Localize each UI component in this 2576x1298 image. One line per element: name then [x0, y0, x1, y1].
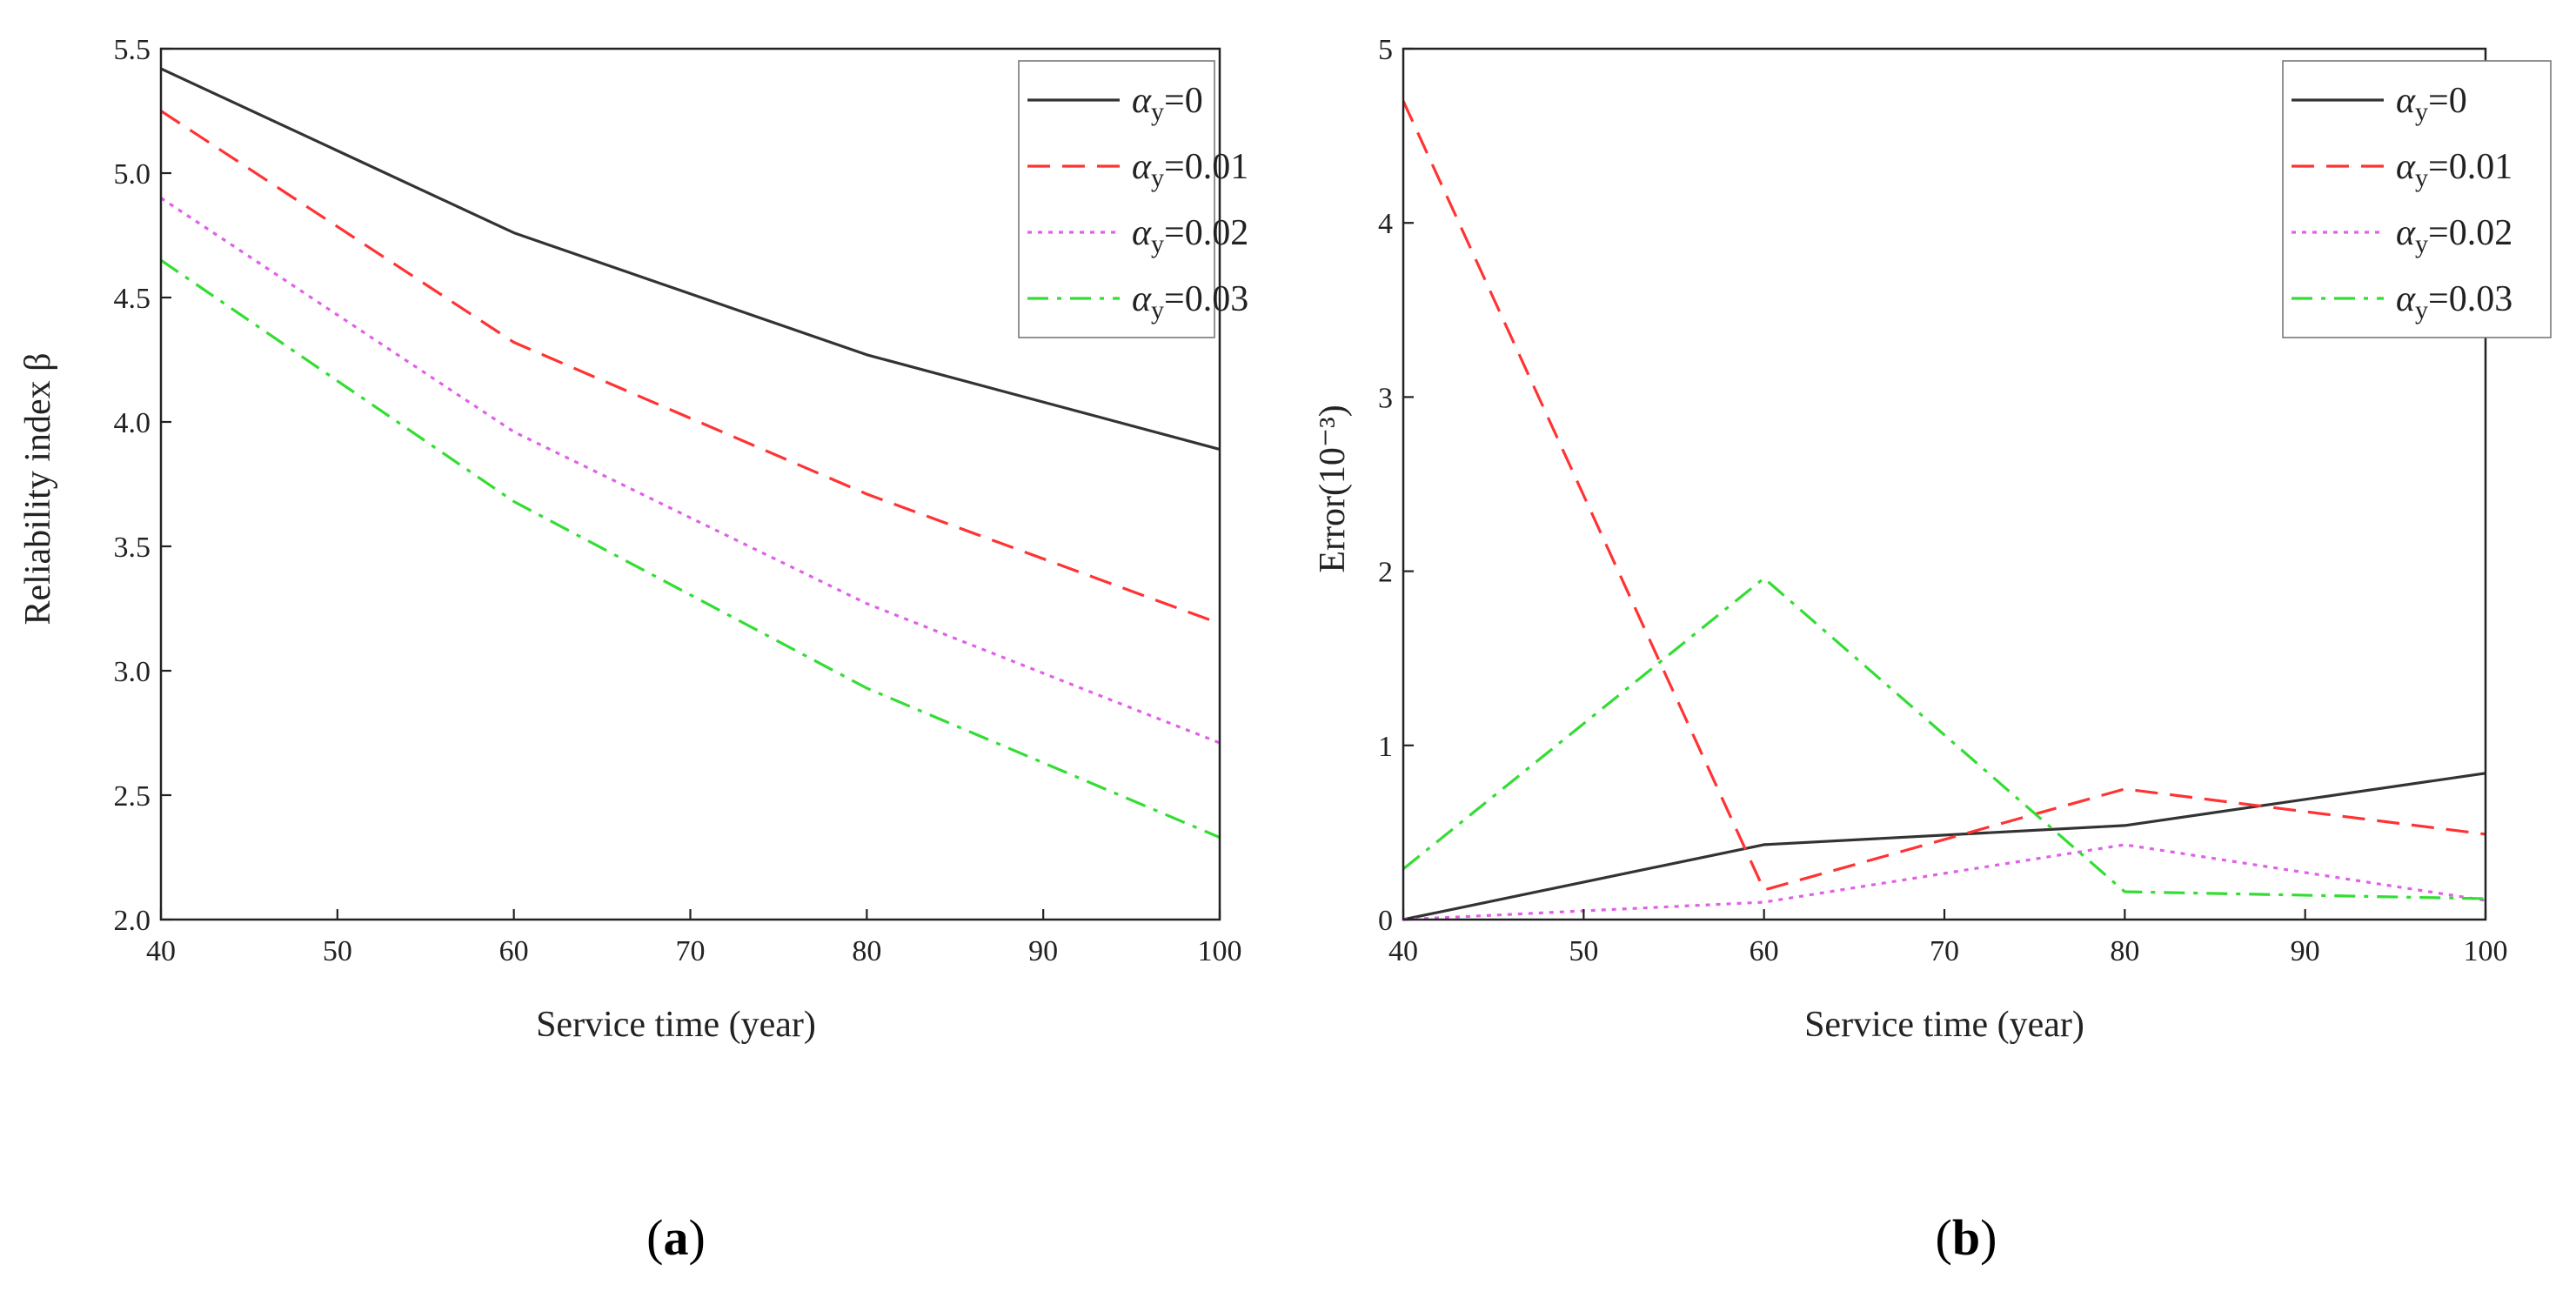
- panel-a: 40 50 60 70 80 90 1002.02.53.03.54.04.55.05.5 …: [18, 34, 1248, 1266]
- x-tick-label-b-5: 90: [2291, 935, 2320, 967]
- caption-b-close: ): [1980, 1209, 1997, 1266]
- caption-a-letter: a: [664, 1209, 689, 1266]
- legend-label-a-1: αy=0.01: [1132, 147, 1248, 192]
- y-tick-label-a-2: 3.0: [114, 656, 151, 688]
- y-tick-label-a-3: 3.5: [114, 532, 151, 564]
- caption-a: (a): [646, 1209, 706, 1266]
- x-tick-label-a-6: 100: [1198, 935, 1242, 967]
- y-tick-label-b-5: 5: [1378, 34, 1393, 66]
- caption-b: (b): [1936, 1209, 1997, 1266]
- x-tick-label-a-5: 90: [1028, 935, 1058, 967]
- legend-a: αy=0 αy=0.01 αy=0.02 αy=0.03: [1018, 60, 1248, 338]
- series-line-a-3: [160, 258, 1221, 840]
- caption-a-open: (: [646, 1209, 663, 1266]
- ticks-a: 40 50 60 70 80 90 100 2.0 2.5 3.0 3.5 4.0 4.5 5.0 5.5: [114, 34, 1242, 967]
- series-line-b-3: [1402, 576, 2486, 900]
- legend-box-b: [2282, 60, 2552, 338]
- x-tick-label-b-6: 100: [2464, 935, 2508, 967]
- y-tick-label-a-4: 4.0: [114, 407, 151, 439]
- caption-b-letter: b: [1952, 1209, 1980, 1266]
- x-tick-label-a-4: 80: [852, 935, 881, 967]
- legend-b: αy=0 αy=0.01 αy=0.02 αy=0.03: [2282, 60, 2552, 338]
- x-tick-label-b-0: 40: [1388, 935, 1418, 967]
- y-axis-title-a: Reliability index β: [18, 353, 58, 626]
- x-axis-title-b: Service time (year): [1804, 1005, 2084, 1045]
- x-tick-label-a-0: 40: [146, 935, 176, 967]
- y-tick-label-b-4: 4: [1378, 208, 1393, 240]
- y-tick-label-b-3: 3: [1378, 382, 1393, 414]
- x-tick-label-b-1: 50: [1569, 935, 1598, 967]
- y-axis-title-b: Error(10⁻³): [1313, 405, 1353, 572]
- y-tick-label-a-1: 2.5: [114, 780, 151, 813]
- y-tick-label-a-5: 4.5: [114, 283, 151, 315]
- legend-label-a-2: αy=0.02: [1132, 213, 1248, 258]
- caption-a-close: ): [689, 1209, 706, 1266]
- x-axis-title-a: Service time (year): [536, 1005, 816, 1045]
- y-tick-label-a-7: 5.5: [114, 34, 151, 66]
- x-tick-label-b-4: 80: [2110, 935, 2139, 967]
- series-line-a-0: [160, 67, 1221, 452]
- legend-label-a-0: αy=0: [1132, 81, 1203, 126]
- legend-label-a-3: αy=0.03: [1132, 279, 1248, 324]
- legend-label-b-2: αy=0.02: [2396, 213, 2512, 258]
- y-tick-label-a-0: 2.0: [114, 905, 151, 937]
- series-line-b-1: [1402, 100, 2486, 892]
- legend-label-b-3: αy=0.03: [2396, 279, 2512, 324]
- x-tick-label-b-2: 60: [1750, 935, 1779, 967]
- x-tick-label-a-1: 50: [323, 935, 352, 967]
- x-tick-label-a-3: 70: [676, 935, 706, 967]
- legend-label-b-1: αy=0.01: [2396, 147, 2512, 192]
- caption-b-open: (: [1936, 1209, 1952, 1266]
- y-tick-label-b-0: 0: [1378, 905, 1393, 937]
- legend-box-a: [1018, 60, 1215, 338]
- x-tick-label-b-3: 70: [1930, 935, 1959, 967]
- y-tick-label-b-2: 2: [1378, 557, 1393, 589]
- y-tick-label-a-6: 5.0: [114, 158, 151, 191]
- ticks-b: 40 50 60 70 80 90 100 0 1 2 3 4 5: [1378, 34, 2508, 967]
- series-layer-a: [160, 67, 1221, 840]
- legend-label-b-0: αy=0: [2396, 81, 2467, 126]
- series-line-a-1: [160, 110, 1221, 626]
- panel-b: 40 50 60 70 80 90 100 0 1 2 3 4 5 Service time (year…: [1313, 34, 2552, 1266]
- series-line-a-2: [160, 197, 1221, 745]
- series-line-b-0: [1402, 772, 2486, 921]
- x-tick-label-a-2: 60: [499, 935, 529, 967]
- y-tick-label-b-1: 1: [1378, 731, 1393, 763]
